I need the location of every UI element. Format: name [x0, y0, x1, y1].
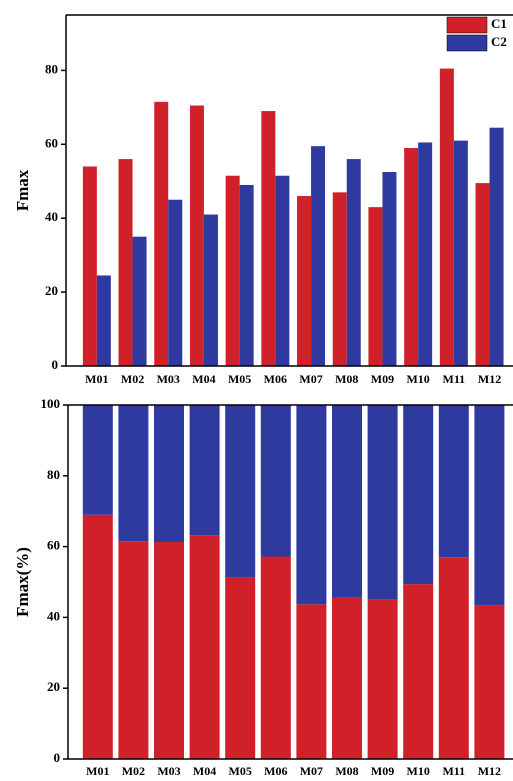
bar [118, 159, 133, 366]
y-axis-label: Fmax [13, 169, 32, 211]
bar [418, 142, 433, 366]
bar-segment [474, 405, 505, 606]
bar [475, 183, 490, 366]
y-tick-label: 100 [41, 396, 61, 411]
bar-segment [118, 541, 149, 759]
y-tick-label: 20 [45, 283, 58, 298]
bar-segment [367, 405, 398, 600]
bar [382, 172, 397, 366]
y-tick-label: 80 [45, 61, 58, 76]
bar-segment [474, 605, 505, 759]
x-tick-label: M11 [443, 372, 466, 386]
x-tick-label: M03 [157, 372, 180, 386]
bar [311, 146, 326, 366]
y-tick-label: 40 [47, 608, 60, 623]
y-axis-label: Fmax(%) [13, 547, 32, 617]
bar [453, 140, 468, 366]
x-tick-label: M12 [478, 372, 501, 386]
x-tick-label: M06 [264, 764, 287, 778]
x-tick-label: M11 [442, 764, 465, 778]
bar [297, 196, 312, 366]
bar [275, 175, 290, 366]
bar [189, 105, 204, 366]
x-tick-label: M01 [86, 764, 109, 778]
x-tick-label: M04 [193, 764, 216, 778]
bar-segment [296, 604, 327, 759]
y-tick-label: 60 [47, 538, 60, 553]
bar-segment [332, 405, 362, 598]
x-tick-label: M04 [192, 372, 215, 386]
x-tick-label: M10 [407, 764, 430, 778]
bar-segment [82, 405, 113, 515]
bar-segment [154, 541, 184, 759]
bar-segment [403, 584, 434, 759]
bar [404, 148, 419, 366]
x-tick-label: M05 [229, 764, 252, 778]
x-tick-label: M09 [371, 764, 394, 778]
y-tick-label: 40 [45, 209, 58, 224]
x-tick-label: M10 [406, 372, 429, 386]
bar [82, 166, 97, 366]
bar [239, 184, 254, 366]
legend-swatch [446, 34, 488, 52]
bar-segment [260, 556, 291, 759]
y-tick-label: 60 [45, 135, 58, 150]
bar-segment [225, 577, 256, 759]
bar-segment [438, 405, 469, 558]
x-tick-label: M02 [121, 372, 144, 386]
x-tick-label: M03 [157, 764, 180, 778]
legend-label: C2 [491, 34, 507, 49]
x-tick-label: M06 [264, 372, 287, 386]
legend-label: C1 [491, 16, 507, 31]
bar [346, 159, 361, 366]
x-tick-label: M02 [122, 764, 145, 778]
bar-segment [403, 405, 434, 585]
bar [225, 175, 240, 366]
bar [154, 101, 169, 366]
bar-segment [82, 514, 113, 759]
bar-segment [189, 535, 220, 759]
x-tick-label: M08 [335, 764, 358, 778]
y-tick-label: 20 [47, 679, 60, 694]
x-tick-label: M01 [85, 372, 108, 386]
x-tick-label: M07 [299, 372, 322, 386]
bar [489, 127, 504, 366]
bar-segment [189, 405, 220, 536]
legend-swatch [446, 16, 488, 34]
y-tick-label: 80 [47, 467, 60, 482]
bar [261, 111, 276, 366]
bar-segment [260, 405, 291, 557]
bar-segment [332, 597, 362, 759]
bar [168, 199, 183, 366]
bar-segment [296, 405, 327, 605]
bar-segment [118, 405, 149, 542]
bar-segment [367, 599, 398, 759]
x-tick-label: M07 [300, 764, 323, 778]
bar [368, 207, 383, 366]
bar [96, 275, 111, 366]
bar [332, 192, 347, 366]
bar-segment [438, 557, 469, 759]
bar [203, 214, 218, 366]
bar [132, 236, 147, 366]
x-tick-label: M09 [371, 372, 394, 386]
bar [439, 68, 454, 367]
x-tick-label: M08 [335, 372, 358, 386]
y-tick-label: 0 [52, 357, 59, 372]
x-tick-label: M05 [228, 372, 251, 386]
bar-segment [154, 405, 184, 542]
y-tick-label: 0 [54, 750, 61, 765]
bar-segment [225, 405, 256, 578]
x-tick-label: M12 [478, 764, 501, 778]
